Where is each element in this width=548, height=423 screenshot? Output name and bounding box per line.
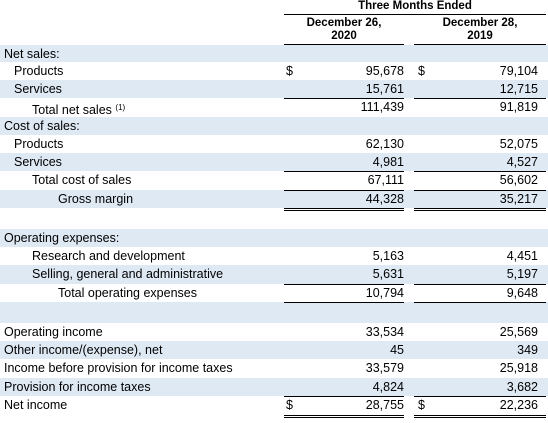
row-label: Gross margin [58, 192, 134, 206]
value-2020: 5,163 [372, 249, 404, 263]
value-2020: 67,111 [367, 173, 404, 187]
value-2019: 52,075 [499, 137, 538, 151]
row-label: Services [14, 82, 62, 96]
footnote-marker: (1) [115, 103, 126, 112]
value-2019: 91,819 [499, 100, 538, 114]
row-band [0, 190, 548, 208]
period-header: Three Months Ended [358, 0, 472, 12]
row-label: Cost of sales: [4, 119, 80, 133]
value-2020: 4,981 [372, 155, 404, 169]
value-2019: 4,451 [506, 249, 538, 263]
row-label: Operating expenses: [4, 231, 120, 245]
value-2020: 33,534 [365, 325, 404, 339]
value-2019: 12,715 [499, 82, 538, 96]
total-rule [414, 190, 546, 191]
column-header-rule-2 [414, 44, 546, 45]
total-rule [284, 302, 404, 303]
row-band [0, 153, 548, 171]
row-band [0, 80, 548, 98]
value-2019: 35,217 [499, 192, 538, 206]
dollar-sign: $ [286, 64, 293, 78]
value-2019: 25,918 [499, 361, 538, 375]
row-label: Operating income [4, 325, 103, 339]
total-rule [414, 396, 546, 397]
column-header-rule-1 [284, 44, 404, 45]
row-band [0, 45, 548, 62]
row-label: Total net sales (1) [32, 103, 126, 117]
value-2019: 3,682 [506, 380, 538, 394]
row-label: Services [14, 155, 62, 169]
row-band [0, 341, 548, 359]
value-2020: 45 [390, 343, 404, 357]
total-rule [284, 208, 404, 209]
total-rule [414, 415, 546, 416]
value-2019: 79,104 [499, 64, 538, 78]
total-rule [284, 417, 404, 418]
total-rule [284, 190, 404, 191]
value-2020: 4,824 [372, 380, 404, 394]
value-2020: 33,579 [365, 361, 404, 375]
row-label: Total operating expenses [58, 286, 197, 300]
value-2019: 56,602 [499, 173, 538, 187]
row-label: Income before provision for income taxes [4, 361, 233, 375]
row-band [0, 117, 548, 135]
total-rule [414, 284, 546, 285]
value-2019: 4,527 [506, 155, 538, 169]
total-rule [284, 396, 404, 397]
value-2020: 15,761 [365, 82, 404, 96]
total-rule [284, 284, 404, 285]
value-2019: 22,236 [499, 398, 538, 412]
total-rule [284, 171, 404, 172]
value-2020: 44,328 [365, 192, 404, 206]
row-label: Selling, general and administrative [32, 267, 224, 281]
row-label: Research and development [32, 249, 185, 263]
value-2019: 9,648 [506, 286, 538, 300]
value-2020: 95,678 [365, 64, 404, 78]
dollar-sign: $ [418, 398, 425, 412]
column-header-2019: December 28, 2019 [442, 17, 518, 42]
row-label: Total cost of sales [32, 173, 132, 187]
dollar-sign: $ [418, 64, 425, 78]
dollar-sign: $ [286, 398, 293, 412]
row-label: Net income [4, 398, 68, 412]
total-rule [414, 98, 546, 99]
value-2019: 5,197 [506, 267, 538, 281]
total-rule [414, 171, 546, 172]
value-2020: 111,439 [360, 100, 404, 114]
row-band [0, 378, 548, 396]
row-label: Other income/(expense), net [4, 343, 163, 357]
total-rule [284, 98, 404, 99]
value-2020: 28,755 [365, 398, 404, 412]
row-band [0, 229, 548, 247]
row-label: Net sales: [4, 47, 60, 61]
row-band [0, 302, 548, 323]
row-label: Provision for income taxes [4, 380, 151, 394]
total-rule [414, 208, 546, 209]
total-rule [284, 210, 404, 211]
total-rule [414, 210, 546, 211]
value-2019: 349 [517, 343, 538, 357]
period-header-rule [284, 14, 546, 15]
row-label: Products [14, 137, 64, 151]
value-2020: 10,794 [365, 286, 404, 300]
value-2020: 62,130 [365, 137, 404, 151]
row-band [0, 265, 548, 284]
column-header-2020: December 26, 2020 [306, 17, 382, 42]
total-rule [284, 415, 404, 416]
total-rule [414, 302, 546, 303]
row-label: Products [14, 64, 64, 78]
value-2020: 5,631 [372, 267, 404, 281]
total-rule [414, 417, 546, 418]
value-2019: 25,569 [499, 325, 538, 339]
